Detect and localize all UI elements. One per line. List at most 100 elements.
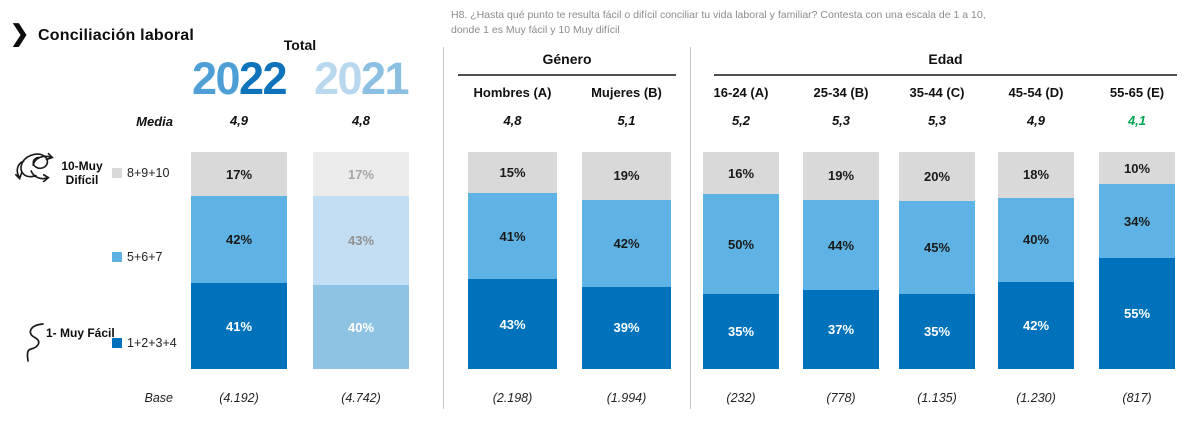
base-value-2021: (4.742) (341, 391, 381, 405)
section-divider (443, 47, 444, 409)
segment-value-label: 50% (727, 236, 755, 252)
bar-segment-1-2-3-4: 35% (703, 294, 779, 370)
segment-value-label: 43% (499, 316, 526, 332)
media-value-mujeres-b: 5,1 (617, 113, 636, 128)
media-value-35-44-c: 5,3 (927, 113, 947, 128)
bar-segment-8-9-10: 18% (998, 152, 1074, 198)
media-value-45-54-d: 4,9 (1026, 113, 1046, 128)
base-value-55-65-e: (817) (1122, 391, 1152, 405)
media-value-55-65-e: 4,1 (1127, 113, 1147, 128)
legend-swatch-gray (112, 168, 122, 178)
segment-value-label: 40% (1022, 232, 1050, 248)
stacked-bar-2022: 17% 42% 41% (191, 152, 287, 369)
legend-easy-label: 1- Muy Fácil (46, 326, 115, 340)
section-divider (690, 47, 691, 409)
bar-segment-1-2-3-4: 40% (313, 285, 409, 369)
bar-segment-8-9-10: 19% (803, 152, 879, 200)
media-value-2022: 4,9 (229, 113, 249, 128)
segment-value-label: 42% (225, 232, 253, 248)
segment-value-label: 34% (1123, 213, 1151, 229)
group-header-total: Total (283, 37, 317, 53)
base-value-2022: (4.192) (219, 391, 259, 405)
year-label-2022: 20 22 (191, 52, 288, 104)
segment-value-label: 18% (1022, 167, 1050, 183)
media-value-25-34-b: 5,3 (831, 113, 851, 128)
stacked-bar-45-54-d: 18% 40% 42% (998, 152, 1074, 369)
bar-segment-1-2-3-4: 42% (998, 281, 1074, 369)
segment-value-label: 40% (347, 319, 375, 335)
year-digits: 21 (361, 52, 410, 104)
year-digits: 20 (191, 52, 241, 104)
segment-value-label: 41% (225, 318, 253, 334)
bar-segment-8-9-10: 16% (703, 152, 779, 195)
legend-item-label: 1+2+3+4 (127, 336, 177, 350)
base-row-label: Base (144, 391, 174, 405)
stacked-bar-35-44-c: 20% 45% 35% (899, 152, 975, 370)
legend-difficult-label: 10-Muy Difícil (61, 159, 103, 187)
bar-segment-8-9-10: 17% (313, 152, 409, 197)
column-header-25-34-b: 25-34 (B) (813, 85, 869, 100)
legend-item-5-6-7: 5+6+7 (112, 250, 162, 264)
year-digits: 20 (313, 52, 363, 104)
column-header-45-54-d: 45-54 (D) (1008, 85, 1064, 100)
segment-value-label: 10% (1123, 160, 1151, 176)
legend-item-1-2-3-4: 1+2+3+4 (112, 336, 177, 350)
media-value-16-24-a: 5,2 (731, 113, 751, 128)
base-value-mujeres-b: (1.994) (606, 391, 647, 405)
bar-segment-1-2-3-4: 35% (899, 293, 975, 370)
base-value-25-34-b: (778) (826, 391, 856, 405)
bar-segment-8-9-10: 20% (899, 152, 975, 202)
segment-value-label: 42% (1022, 317, 1050, 333)
segment-value-label: 44% (827, 237, 855, 253)
bar-segment-5-6-7: 50% (703, 194, 779, 295)
column-header-hombres-a: Hombres (A) (473, 85, 552, 100)
segment-value-label: 55% (1123, 306, 1151, 322)
media-value-2021: 4,8 (351, 113, 371, 128)
segment-value-label: 35% (727, 324, 755, 340)
bar-segment-5-6-7: 45% (899, 201, 975, 294)
bar-segment-5-6-7: 41% (468, 193, 557, 280)
page-title: Conciliación laboral (38, 27, 195, 44)
bar-segment-8-9-10: 15% (468, 152, 557, 194)
stacked-bar-2021: 17% 43% 40% (313, 152, 409, 369)
legend-swatch-midblue (112, 252, 122, 262)
bar-segment-8-9-10: 10% (1099, 152, 1175, 185)
bar-segment-5-6-7: 44% (803, 199, 879, 291)
segment-value-label: 45% (923, 240, 951, 256)
segment-value-label: 43% (347, 233, 375, 249)
segment-value-label: 35% (923, 323, 951, 339)
bar-segment-5-6-7: 40% (998, 197, 1074, 282)
segment-value-label: 15% (499, 165, 526, 181)
bar-segment-5-6-7: 34% (1099, 184, 1175, 259)
legend-swatch-darkblue (112, 338, 122, 348)
bar-segment-5-6-7: 42% (582, 199, 671, 287)
base-value-hombres-a: (2.198) (492, 391, 533, 405)
segment-value-label: 37% (827, 322, 855, 338)
column-header-mujeres-b: Mujeres (B) (591, 85, 662, 100)
base-value-16-24-a: (232) (726, 391, 756, 405)
segment-value-label: 16% (727, 165, 755, 181)
legend-item-label: 5+6+7 (127, 250, 163, 264)
column-header-55-65-e: 55-65 (E) (1109, 85, 1165, 100)
bar-segment-5-6-7: 42% (191, 196, 287, 284)
bar-segment-8-9-10: 19% (582, 152, 671, 200)
media-value-hombres-a: 4,8 (503, 113, 522, 128)
bar-segment-8-9-10: 17% (191, 152, 287, 197)
segment-value-label: 20% (923, 169, 951, 185)
stacked-bar-16-24-a: 16% 50% 35% (703, 152, 779, 370)
segment-value-label: 42% (613, 235, 640, 251)
segment-value-label: 19% (827, 168, 855, 184)
year-digits: 22 (239, 52, 288, 104)
bar-segment-1-2-3-4: 41% (191, 283, 287, 369)
stacked-bar-55-65-e: 10% 34% 55% (1099, 152, 1175, 370)
group-header-edad: Edad (714, 51, 1177, 76)
legend-item-8-9-10: 8+9+10 (112, 166, 169, 180)
stacked-bar-25-34-b: 19% 44% 37% (803, 152, 879, 370)
segment-value-label: 17% (347, 166, 375, 182)
simple-path-icon (25, 321, 47, 368)
segment-value-label: 39% (613, 320, 640, 336)
media-row-label: Media (136, 114, 173, 129)
segment-value-label: 41% (499, 228, 526, 244)
stacked-bar-mujeres-b: 19% 42% 39% (582, 152, 671, 369)
bar-segment-1-2-3-4: 43% (468, 279, 557, 369)
